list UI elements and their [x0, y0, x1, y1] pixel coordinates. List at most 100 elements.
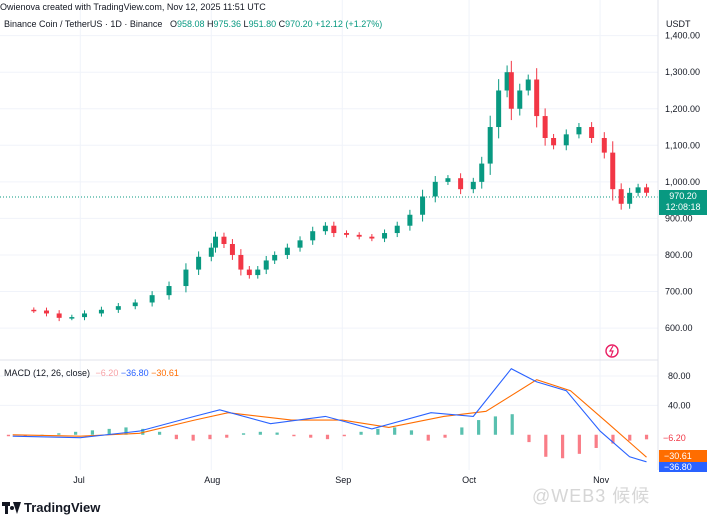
price-tick-label: 900.00: [665, 213, 693, 223]
candle-body: [149, 295, 155, 303]
macd-histogram-bar: [527, 434, 531, 443]
macd-histogram-bar: [611, 434, 615, 444]
candle-body: [525, 79, 531, 91]
macd-line: [12, 368, 647, 463]
macd-histogram-bar: [241, 433, 246, 435]
macd-histogram-bar: [174, 434, 178, 440]
macd-histogram-bar: [74, 431, 78, 435]
macd-histogram-bar: [477, 420, 481, 435]
low-value: 951.80: [248, 19, 277, 29]
macd-histogram-bar: [191, 434, 195, 441]
candle-body: [508, 72, 514, 109]
candle-body: [534, 79, 540, 117]
macd-histogram-bar: [107, 428, 111, 435]
created-by-line: Owienova created with TradingView.com, N…: [0, 2, 266, 12]
candle-body: [284, 247, 290, 255]
macd-histogram-bar: [493, 416, 498, 435]
candle-body: [407, 214, 413, 226]
macd-legend-title: MACD (12, 26, close): [4, 368, 91, 378]
candle-body: [517, 90, 523, 109]
candle-body: [504, 72, 510, 91]
candle-body: [238, 254, 244, 270]
time-tick-label: Aug: [204, 475, 220, 485]
macd-histogram-bar: [57, 433, 61, 435]
open-value: 958.08: [176, 19, 205, 29]
candle-body: [98, 309, 104, 314]
macd-histogram-bar: [460, 427, 464, 435]
candle-body: [344, 233, 350, 235]
price-tick-label: 800.00: [665, 250, 693, 260]
price-tick-label: 1,200.00: [665, 104, 700, 114]
macd-histogram-bar: [225, 434, 229, 438]
macd-histogram-bar: [560, 434, 565, 459]
tv-logo-text: TradingView: [24, 500, 101, 515]
price-tick-label: 1,300.00: [665, 67, 700, 77]
macd-tick-label: 80.00: [668, 371, 691, 381]
candle-body: [563, 134, 569, 146]
candle-body: [610, 152, 616, 190]
macd-histogram-bar: [292, 434, 296, 437]
candle-body: [263, 260, 269, 270]
candle-body: [56, 313, 62, 318]
candle-body: [132, 302, 138, 307]
candle-body: [297, 240, 303, 248]
time-tick-label: Nov: [593, 475, 610, 485]
macd-legend-macd: −36.80: [120, 368, 149, 378]
macd-histogram-bar: [510, 414, 514, 435]
time-tick-label: Sep: [335, 475, 351, 485]
last-price-badge: 970.20 12:08:18: [659, 190, 707, 215]
candle-body: [432, 181, 438, 197]
macd-histogram-bar: [258, 431, 262, 435]
candle-body: [644, 187, 650, 193]
candle-body: [445, 178, 451, 182]
macd-histogram-bar: [594, 434, 598, 448]
candle-body: [272, 254, 278, 261]
macd-histogram-bar: [342, 434, 346, 437]
close-value: 970.20: [285, 19, 313, 29]
candle-body: [221, 236, 227, 244]
candle-body: [589, 127, 595, 138]
price-tick-label: 700.00: [665, 287, 693, 297]
candle-body: [458, 178, 464, 190]
candle-body: [369, 236, 375, 239]
candle-body: [229, 244, 235, 255]
change-value: +12.12 (+1.27%): [315, 19, 383, 29]
candle-body: [310, 231, 316, 241]
candle-body: [213, 236, 219, 248]
macd-histogram-bar: [426, 434, 430, 441]
macd-histogram-bar: [309, 434, 313, 438]
tradingview-logo[interactable]: TradingView: [2, 500, 100, 515]
macd-histogram-bar: [359, 431, 363, 435]
signal-line: [12, 379, 647, 458]
candle-body: [82, 313, 88, 318]
candle-body: [69, 317, 75, 319]
candle-body: [31, 309, 37, 312]
macd-legend-signal: −30.61: [151, 368, 179, 378]
candle-body: [618, 189, 624, 204]
price-tick-label: 1,000.00: [665, 177, 700, 187]
macd-histogram-bar: [208, 434, 212, 440]
candle-body: [551, 138, 557, 146]
macd-tick-label: 40.00: [668, 400, 691, 410]
candle-body: [115, 306, 121, 310]
time-tick-label: Oct: [462, 475, 477, 485]
macd-histogram-bar: [6, 434, 11, 437]
macd-badge: −36.80: [659, 462, 707, 472]
symbol-ohlc-line: Binance Coin / TetherUS · 1D · Binance O…: [4, 19, 382, 29]
candle-body: [166, 286, 172, 296]
macd-histogram-bar: [393, 427, 397, 435]
flash-icon: [605, 344, 619, 358]
macd-histogram-bar: [577, 434, 581, 454]
flash-icon-bolt: [608, 345, 614, 357]
countdown-value: 12:08:18: [665, 202, 701, 212]
macd-histogram-bar: [628, 434, 632, 441]
hist-badge: −6.20: [659, 432, 705, 445]
macd-histogram-bar: [644, 434, 649, 440]
candle-body: [382, 233, 388, 239]
high-value: 975.36: [213, 19, 242, 29]
watermark: @WEB3 候候: [532, 486, 651, 506]
close-label: C: [278, 19, 286, 29]
macd-histogram-bar: [275, 432, 279, 435]
candle-body: [246, 269, 252, 276]
